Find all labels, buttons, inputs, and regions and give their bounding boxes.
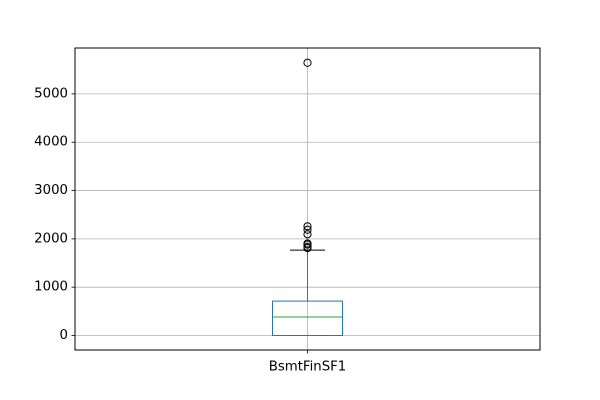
grid: [75, 48, 540, 350]
plot-frame: [74, 47, 541, 351]
outlier-point: [303, 230, 312, 239]
y-tick-label: 1000: [34, 280, 68, 295]
y-tick-label: 2000: [34, 231, 68, 246]
y-axis-ticks: 0 1000 2000 3000 4000 5000: [34, 86, 75, 343]
iqr-box: [272, 300, 343, 337]
y-tick-label: 3000: [34, 183, 68, 198]
outlier-point: [303, 222, 312, 231]
outlier-point: [303, 239, 312, 248]
x-axis-ticks: BsmtFinSF1: [269, 350, 347, 375]
y-tick-label: 0: [60, 328, 68, 343]
y-tick-label: 4000: [34, 135, 68, 150]
outlier-point: [303, 225, 312, 234]
outlier-point: [303, 242, 312, 251]
y-tick-label: 5000: [34, 86, 68, 101]
x-tick-label: BsmtFinSF1: [269, 360, 347, 375]
boxplot: [272, 58, 343, 337]
outlier-point: [303, 58, 312, 67]
